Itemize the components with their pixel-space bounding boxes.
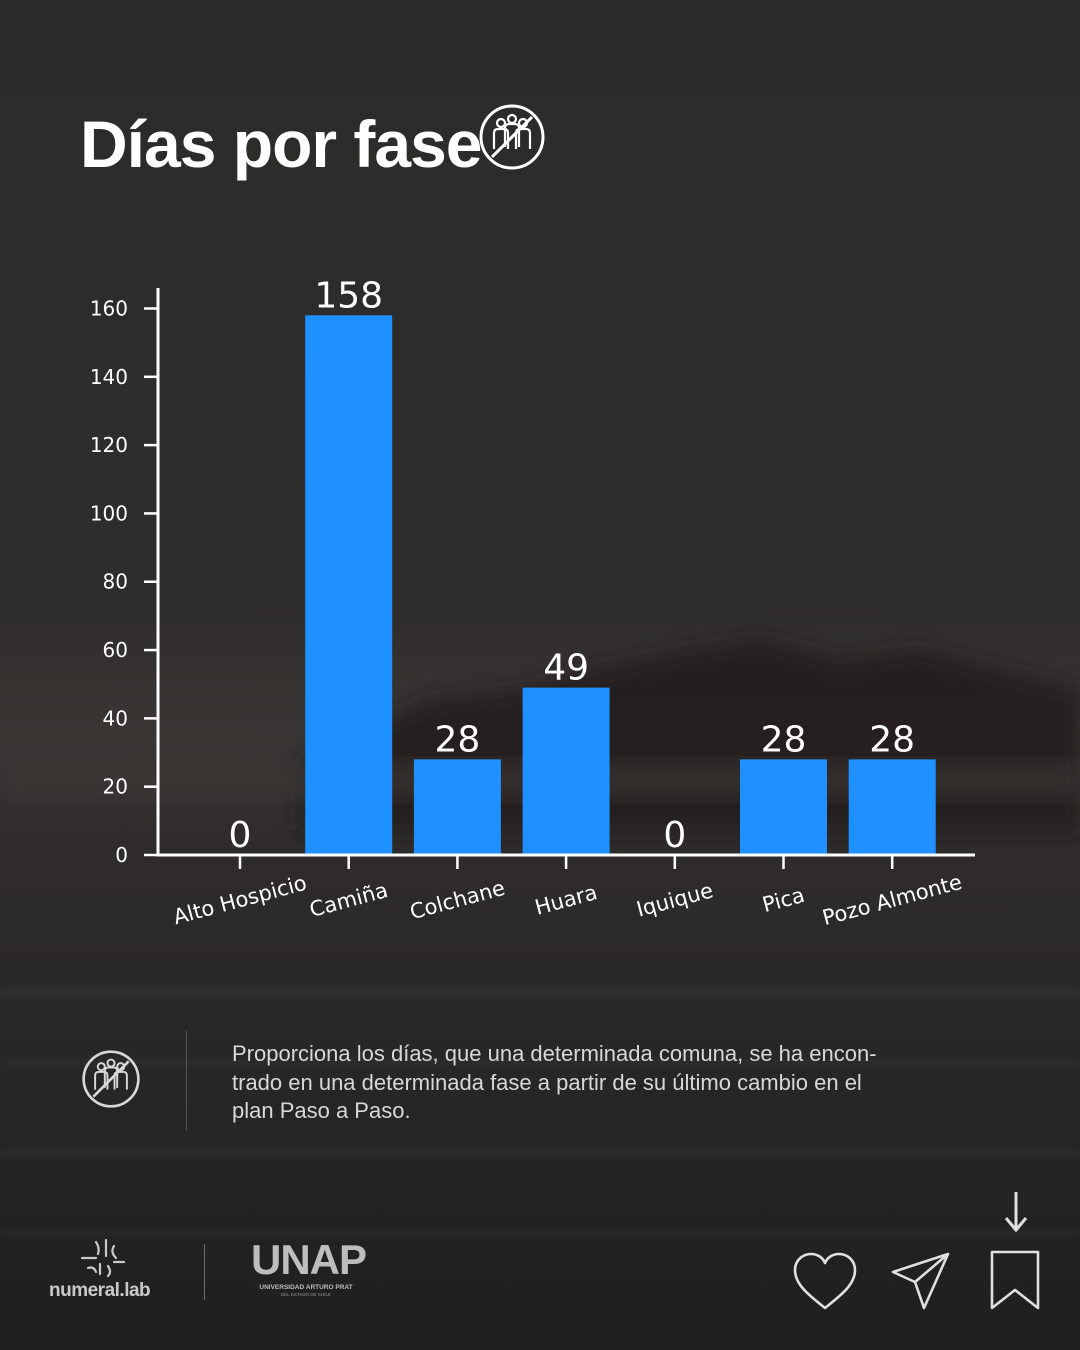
bar-value-label: 49 — [543, 648, 589, 689]
people-crossed-icon — [479, 104, 545, 170]
y-tick-label: 80 — [103, 570, 128, 594]
save-hint — [1003, 1190, 1029, 1234]
description-line: plan Paso a Paso. — [232, 1098, 411, 1123]
bar — [522, 687, 610, 855]
x-tick-label: Pica — [760, 883, 807, 917]
bar-value-label: 28 — [869, 719, 915, 760]
bar-value-label: 28 — [761, 719, 807, 760]
bookmark-icon — [990, 1250, 1040, 1310]
description-icon — [82, 1050, 140, 1108]
save-button[interactable] — [988, 1248, 1042, 1312]
page-title: Días por fase — [80, 107, 482, 181]
bar-value-label: 0 — [663, 815, 686, 856]
paper-plane-icon — [891, 1252, 950, 1310]
y-tick-label: 20 — [103, 775, 128, 799]
like-button[interactable] — [790, 1250, 860, 1314]
bars: 0 158 28 49 0 28 28 — [229, 275, 936, 856]
heart-icon — [793, 1252, 857, 1310]
x-tick-label: Alto Hospicio — [171, 871, 309, 930]
x-tick-label: Colchane — [407, 876, 507, 924]
share-button[interactable] — [890, 1250, 952, 1312]
description-line: trado en una determinada fase a partir d… — [232, 1069, 862, 1095]
y-axis-ticks: 0 20 40 60 80 100 120 140 160 — [90, 296, 158, 867]
arrow-down-icon — [1004, 1192, 1028, 1233]
brand-unap-subtitle: UNIVERSIDAD ARTURO PRAT — [259, 1284, 353, 1291]
brand-numeral-lab: numeral.lab — [49, 1280, 151, 1301]
description-line: Proporciona los días, que una determinad… — [232, 1041, 877, 1066]
y-tick-label: 60 — [103, 638, 128, 662]
bar-chart: 0 20 40 60 80 100 120 140 160 0 158 28 49 0 28 28 Alto… — [90, 275, 975, 930]
brand-unap-subtitle-2: DEL ESTADO DE CHILE — [280, 1292, 331, 1297]
x-tick-label: Huara — [532, 880, 600, 920]
bar — [305, 315, 393, 855]
y-tick-label: 100 — [90, 501, 128, 525]
y-tick-label: 140 — [90, 365, 128, 389]
brand-divider — [204, 1244, 205, 1300]
bar — [740, 759, 827, 855]
bar-value-label: 28 — [434, 719, 480, 760]
bar — [413, 759, 501, 855]
description-divider — [186, 1031, 187, 1131]
bar-value-label: 0 — [229, 815, 252, 856]
y-tick-label: 120 — [90, 433, 128, 457]
y-tick-label: 160 — [90, 296, 128, 320]
numeral-logo-icon — [80, 1238, 126, 1278]
brand-unap: UNAP — [251, 1236, 367, 1283]
x-tick-label: Pozo Almonte — [820, 870, 965, 930]
y-tick-label: 0 — [115, 843, 128, 867]
x-tick-label: Camiña — [307, 878, 391, 922]
bar — [848, 759, 936, 855]
description-text: Proporciona los días, que una determinad… — [232, 1040, 932, 1126]
x-tick-label: Iquique — [634, 878, 716, 921]
bar-value-label: 158 — [314, 275, 383, 316]
y-tick-label: 40 — [103, 706, 128, 730]
